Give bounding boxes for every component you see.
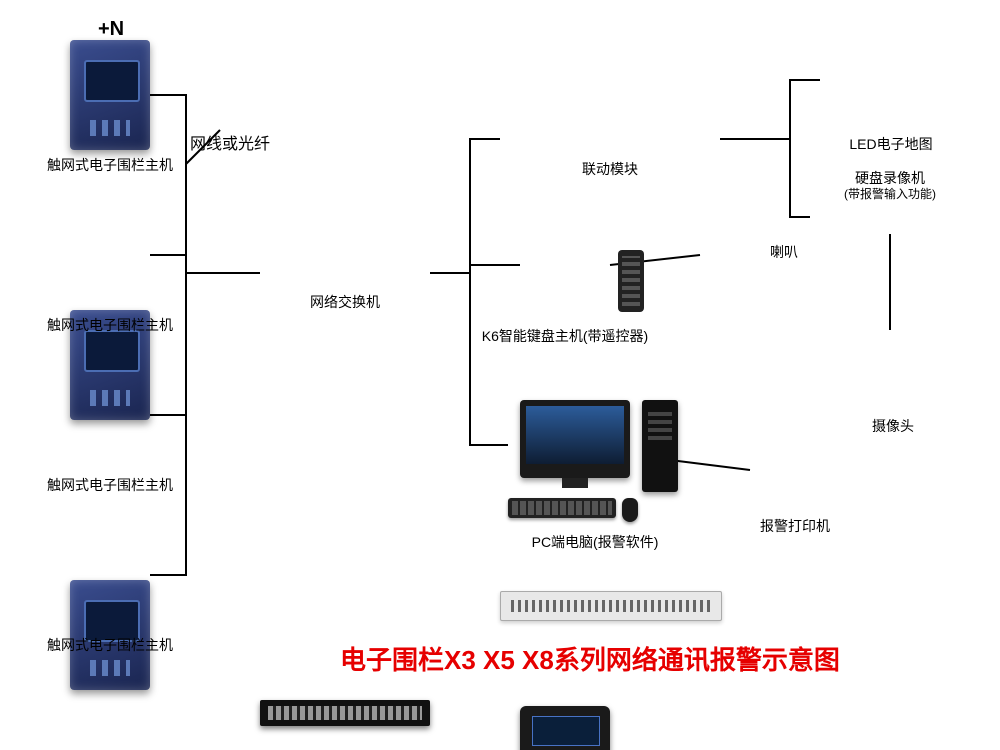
dvr-sublabel: (带报警输入功能) (844, 185, 936, 202)
network-switch-label: 网络交换机 (310, 292, 380, 312)
network-switch (260, 700, 430, 726)
pc-mouse-icon (622, 498, 638, 522)
cable-type-label: 网线或光纤 (190, 130, 270, 154)
pc-label: PC端电脑(报警软件) (532, 532, 659, 552)
camera-label: 摄像头 (872, 416, 914, 436)
fence-host-2-label: 触网式电子围栏主机 (47, 315, 173, 335)
fence-host-4-label: 触网式电子围栏主机 (47, 635, 173, 655)
k6-keypad-label: K6智能键盘主机(带遥控器) (482, 326, 648, 346)
pc-tower-icon (642, 400, 678, 492)
fence-host-1-label: 触网式电子围栏主机 (47, 155, 173, 175)
k6-keypad-host (520, 706, 610, 750)
led-map-label: LED电子地图 (849, 134, 932, 154)
remote-control (618, 250, 644, 312)
fence-host-3-label: 触网式电子围栏主机 (47, 475, 173, 495)
fence-host-1 (70, 40, 150, 150)
diagram-title: 电子围栏X3 X5 X8系列网络通讯报警示意图 (340, 640, 840, 677)
pc-keyboard-icon (508, 498, 616, 518)
alarm-printer-label: 报警打印机 (760, 516, 830, 536)
plus-n-label: +N (98, 18, 124, 41)
pc-monitor-icon (520, 400, 630, 478)
linkage-module-label: 联动模块 (582, 159, 638, 179)
linkage-module (500, 591, 722, 621)
pc-group (520, 400, 700, 530)
loudspeaker-label: 喇叭 (770, 242, 798, 262)
